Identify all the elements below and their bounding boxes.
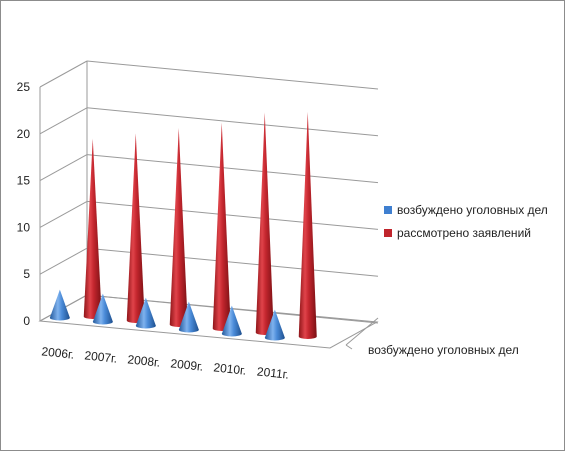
gridline-left xyxy=(39,154,88,182)
y-tick-label: 20 xyxy=(17,127,31,141)
red-cone-6-body xyxy=(298,111,317,340)
red-cone-5 xyxy=(255,112,274,336)
gridline-back xyxy=(86,60,379,90)
legend-label: рассмотрено заявлений xyxy=(397,226,531,240)
blue-cone-2 xyxy=(92,293,113,325)
legend-swatch xyxy=(384,206,392,214)
legend-label: возбуждено уголовных дел xyxy=(397,203,548,217)
cone-series xyxy=(49,111,317,341)
red-cone-6 xyxy=(298,111,317,340)
blue-cone-1-body xyxy=(49,289,70,321)
legend-swatch xyxy=(384,229,392,237)
x-category-label: 2009г. xyxy=(170,356,204,373)
gridline-back xyxy=(86,200,379,230)
red-cone-2 xyxy=(126,133,145,324)
y-tick-label: 0 xyxy=(23,314,30,328)
depth-axis: возбуждено уголовных дел xyxy=(345,317,519,357)
gridline-left xyxy=(39,200,88,228)
blue-cone-4 xyxy=(178,301,199,333)
gridline-left xyxy=(39,247,88,275)
y-tick-label: 5 xyxy=(23,267,30,281)
x-category-label: 2006г. xyxy=(41,344,75,361)
red-cone-1-body xyxy=(83,138,102,320)
red-cone-5-body xyxy=(255,112,274,336)
red-cone-4 xyxy=(212,122,231,332)
gridline-left xyxy=(39,60,88,88)
blue-cone-6-body xyxy=(264,309,285,341)
x-category-label: 2010г. xyxy=(213,360,247,377)
y-tick-label: 10 xyxy=(17,220,31,234)
red-cone-3-body xyxy=(169,127,188,328)
gridline-back xyxy=(86,107,379,137)
x-category-label: 2008г. xyxy=(127,352,161,369)
blue-cone-5-body xyxy=(221,305,242,337)
blue-cone-3 xyxy=(135,297,156,329)
blue-cone-2-body xyxy=(92,293,113,325)
y-tick-label: 25 xyxy=(17,80,31,94)
depth-axis-tick xyxy=(345,344,353,350)
y-axis-ticks: 0 5 10 15 20 25 xyxy=(17,80,31,328)
gridline-left xyxy=(39,107,88,135)
legend: возбуждено уголовных дел рассмотрено заяв… xyxy=(384,203,548,240)
depth-axis-label: возбуждено уголовных дел xyxy=(368,343,519,357)
blue-cone-6 xyxy=(264,309,285,341)
blue-cone-5 xyxy=(221,305,242,337)
red-cone-4-body xyxy=(212,122,231,332)
depth-axis-line xyxy=(345,317,379,346)
x-category-label: 2011г. xyxy=(256,364,289,381)
x-category-label: 2007г. xyxy=(84,348,118,365)
red-cone-2-body xyxy=(126,133,145,324)
y-tick-label: 15 xyxy=(17,174,31,188)
red-cone-1 xyxy=(83,138,102,320)
blue-cone-1 xyxy=(49,289,70,321)
gridline-back xyxy=(86,154,379,184)
blue-cone-3-body xyxy=(135,297,156,329)
blue-cone-4-body xyxy=(178,301,199,333)
red-cone-3 xyxy=(169,127,188,328)
x-axis-categories: 2006г. 2007г. 2008г. 2009г. 2010г. 2011г. xyxy=(41,344,290,381)
